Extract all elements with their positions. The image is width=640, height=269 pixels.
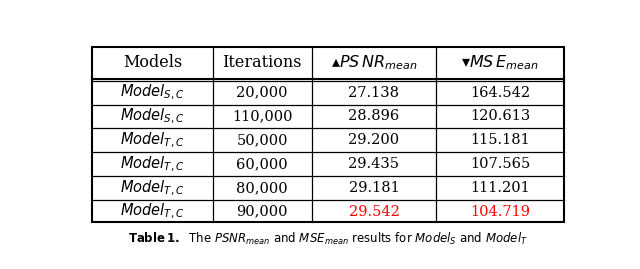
Text: 28.896: 28.896 [348,109,399,123]
Text: Models: Models [123,54,182,71]
Text: 27.138: 27.138 [348,86,399,100]
Text: $\mathit{Model}_{S,C}$: $\mathit{Model}_{S,C}$ [120,107,185,126]
Text: $\mathit{Model}_{S,C}$: $\mathit{Model}_{S,C}$ [120,83,185,102]
Text: 80,000: 80,000 [236,181,288,195]
Text: Iterations: Iterations [222,54,302,71]
Text: 60,000: 60,000 [236,157,288,171]
Text: $\blacktriangle\mathit{PS\,NR}_{\mathit{mean}}$: $\blacktriangle\mathit{PS\,NR}_{\mathit{… [331,54,417,72]
Text: 111.201: 111.201 [470,181,530,195]
Text: 90,000: 90,000 [236,205,288,219]
Text: 107.565: 107.565 [470,157,530,171]
Text: 110,000: 110,000 [232,109,292,123]
Text: 120.613: 120.613 [470,109,530,123]
Text: 50,000: 50,000 [236,133,288,147]
Text: 29.200: 29.200 [348,133,399,147]
Text: $\mathbf{Table\,1.}$  The $\mathit{PSNR}_{\mathit{mean}}$ and $\mathit{MSE}_{\ma: $\mathbf{Table\,1.}$ The $\mathit{PSNR}_… [128,231,528,247]
Text: 164.542: 164.542 [470,86,530,100]
Text: $\blacktriangledown\mathit{MS\,E}_{\mathit{mean}}$: $\blacktriangledown\mathit{MS\,E}_{\math… [461,54,539,72]
Text: 29.435: 29.435 [348,157,399,171]
Text: 20,000: 20,000 [236,86,288,100]
Text: $\mathit{Model}_{T,C}$: $\mathit{Model}_{T,C}$ [120,154,185,174]
Text: $\mathit{Model}_{T,C}$: $\mathit{Model}_{T,C}$ [120,131,185,150]
Bar [92,47,564,222]
Text: 115.181: 115.181 [470,133,530,147]
Text: 29.181: 29.181 [349,181,399,195]
Text: 29.542: 29.542 [349,205,399,219]
Text: 104.719: 104.719 [470,205,530,219]
Text: $\mathit{Model}_{T,C}$: $\mathit{Model}_{T,C}$ [120,202,185,221]
Text: $\mathit{Model}_{T,C}$: $\mathit{Model}_{T,C}$ [120,178,185,198]
